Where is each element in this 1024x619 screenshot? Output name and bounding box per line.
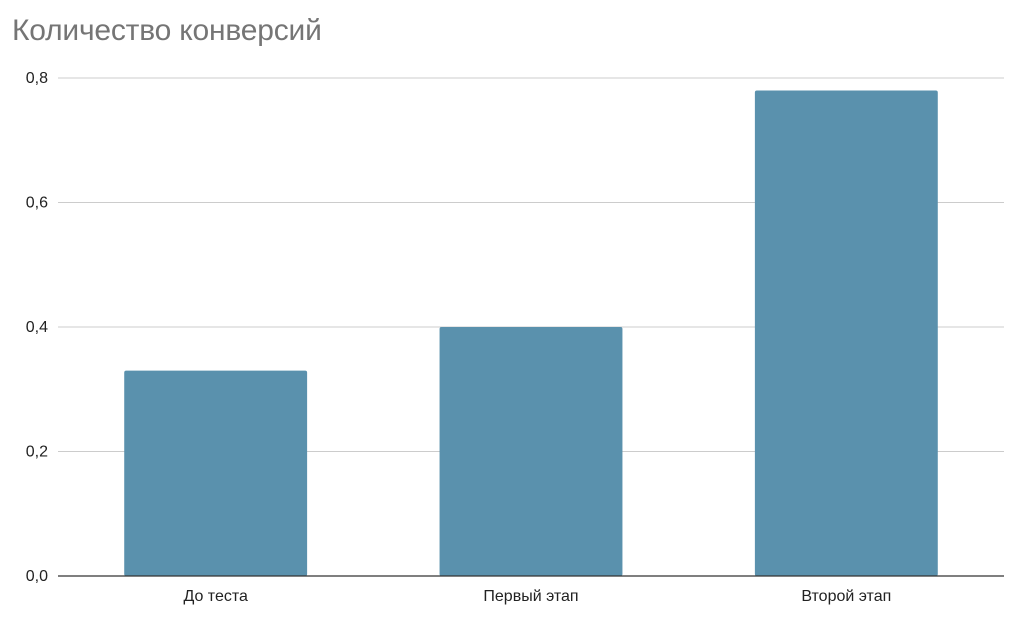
- bar-2: [439, 327, 623, 576]
- y-tick-label: 0,2: [26, 444, 48, 461]
- y-tick-label: 0,4: [26, 319, 48, 336]
- chart-title: Количество конверсий: [12, 14, 322, 47]
- bar-1: [124, 370, 308, 576]
- x-tick-label: До теста: [183, 588, 248, 605]
- x-axis-ticks: До теста Первый этап Второй этап: [183, 588, 891, 605]
- bar-3: [754, 90, 938, 576]
- y-tick-label: 0,0: [26, 568, 48, 585]
- y-axis-ticks: 0,0 0,2 0,4 0,6 0,8: [26, 70, 48, 585]
- bars: [124, 90, 938, 576]
- y-tick-label: 0,6: [26, 195, 48, 212]
- x-tick-label: Первый этап: [483, 588, 578, 605]
- y-tick-label: 0,8: [26, 70, 48, 87]
- x-tick-label: Второй этап: [801, 588, 891, 605]
